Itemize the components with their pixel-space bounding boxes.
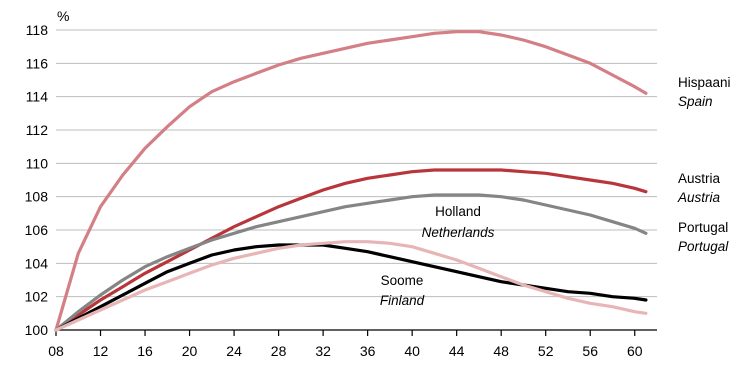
- series-label-en-spain: Spain: [678, 94, 713, 109]
- x-tick-label: 32: [315, 343, 331, 359]
- series-line-austria: [54, 168, 648, 332]
- series-label-netherlands: Holland: [435, 204, 481, 219]
- series-line-spain: [54, 30, 648, 332]
- y-tick-label: 114: [26, 89, 49, 105]
- y-unit-label: %: [57, 8, 69, 24]
- y-tick-label: 106: [25, 222, 49, 238]
- x-tick-label: 52: [538, 343, 554, 359]
- y-tick-label: 102: [25, 289, 49, 305]
- series-label-portugal: Portugal: [678, 220, 728, 235]
- x-tick-label: 16: [137, 343, 153, 359]
- series-lines: [54, 30, 648, 332]
- gridlines: [56, 29, 657, 298]
- series-label-en-netherlands: Netherlands: [422, 225, 495, 240]
- series-label-finland: Soome: [381, 273, 424, 288]
- x-tick-label: 24: [226, 343, 242, 359]
- y-tick-label: 112: [26, 122, 49, 138]
- series-label-en-finland: Finland: [380, 293, 425, 308]
- axes: 100 102 104 106 108 110 112 114 116 118 08 12 16 20 24…: [25, 22, 657, 359]
- series-line-finland: [54, 243, 648, 332]
- x-tick-label: 28: [271, 343, 287, 359]
- series-label-austria: Austria: [678, 171, 721, 186]
- x-tick-label: 44: [449, 343, 465, 359]
- series-label-spain: Hispaania: [678, 75, 731, 90]
- x-tick-label: 40: [404, 343, 420, 359]
- x-tick-label: 08: [48, 343, 64, 359]
- series-line-netherlands: [54, 193, 648, 332]
- x-tick-label: 48: [493, 343, 509, 359]
- series-label-en-austria: Austria: [677, 190, 721, 205]
- series-labels: Hispaania Spain Austria Austria Holland Nethe…: [380, 75, 731, 308]
- x-tick-label: 60: [627, 343, 643, 359]
- x-tick-label: 56: [582, 343, 598, 359]
- y-tick-label: 100: [25, 322, 49, 338]
- x-tick-label: 20: [182, 343, 198, 359]
- series-label-en-portugal: Portugal: [678, 239, 729, 254]
- series-line-portugal: [54, 240, 648, 332]
- y-tick-label: 116: [26, 55, 49, 71]
- y-tick-label: 108: [25, 189, 49, 205]
- x-tick-label: 12: [93, 343, 109, 359]
- y-tick-label: 118: [26, 22, 49, 38]
- y-tick-label: 110: [26, 155, 49, 171]
- y-tick-label: 104: [25, 255, 49, 271]
- x-tick-label: 36: [360, 343, 376, 359]
